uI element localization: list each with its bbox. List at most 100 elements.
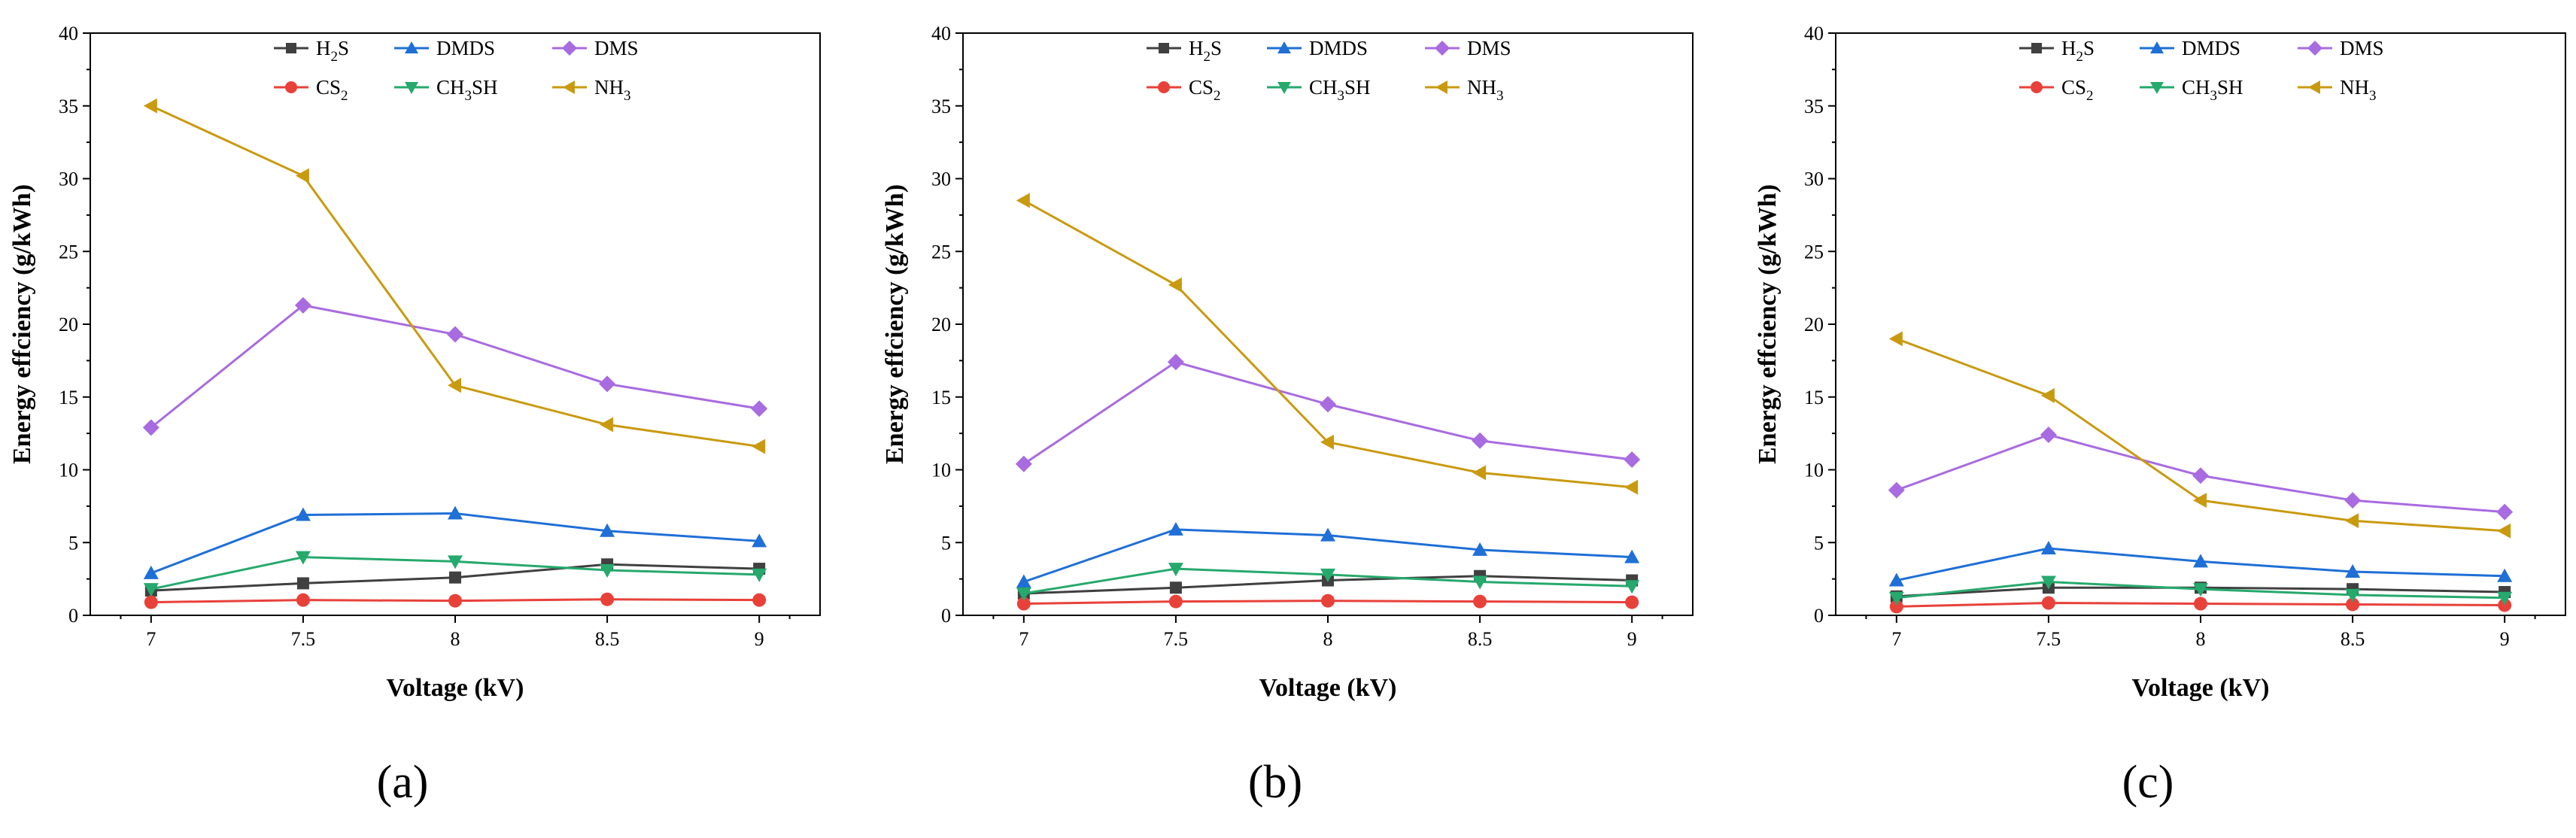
data-point-dmds <box>1624 549 1640 563</box>
x-tick-label: 8.5 <box>1468 628 1493 650</box>
data-point-dms <box>1624 451 1641 468</box>
y-tick-label: 30 <box>931 169 951 190</box>
data-point-dms <box>1320 396 1336 413</box>
legend-marker <box>1277 41 1291 53</box>
data-point-h2s <box>1169 581 1182 594</box>
data-point-dmds <box>448 506 463 520</box>
data-point-dms <box>1015 455 1032 472</box>
y-tick-label: 25 <box>1804 241 1824 263</box>
chart-svg: 0 5 10 15 20 25 30 35 40 7 7.5 8 8.5 9 Voltage (kV) Ene… <box>881 23 1694 808</box>
data-point-cs2 <box>1473 594 1487 609</box>
y-tick-label: 35 <box>1804 96 1824 117</box>
data-point-nh3 <box>1888 331 1903 347</box>
data-point-cs2 <box>1321 594 1335 608</box>
data-point-cs2 <box>1016 597 1031 611</box>
data-point-nh3 <box>2345 513 2359 529</box>
data-point-nh3 <box>1320 434 1334 450</box>
x-tick-label: 9 <box>2500 628 2510 650</box>
data-point-nh3 <box>1016 193 1030 208</box>
legend-label: CS2 <box>2061 76 2094 104</box>
legend-marker <box>405 41 418 53</box>
y-axis-title: Energy effciency (g/kWh) <box>1754 184 1782 464</box>
data-point-cs2 <box>296 593 310 607</box>
data-point-ch3sh <box>1472 575 1488 590</box>
y-tick-label: 5 <box>941 532 951 554</box>
x-tick-label: 8 <box>1323 628 1333 650</box>
legend-label: H2S <box>316 37 349 65</box>
data-point-dms <box>1472 432 1489 449</box>
panel-label: (b) <box>1248 757 1302 808</box>
legend-label: CH3SH <box>2182 76 2243 104</box>
data-point-nh3 <box>2193 493 2207 509</box>
legend-label: CS2 <box>316 76 348 104</box>
legend-marker <box>1435 41 1450 56</box>
data-point-nh3 <box>1472 465 1487 481</box>
legend-marker <box>405 82 418 94</box>
y-tick-label: 40 <box>931 23 951 44</box>
data-point-cs2 <box>2041 596 2055 610</box>
data-point-cs2 <box>2346 597 2360 612</box>
data-point-dmds <box>295 507 311 521</box>
data-point-ch3sh <box>1168 563 1183 577</box>
data-point-nh3 <box>1168 277 1182 293</box>
y-tick-label: 20 <box>931 314 951 336</box>
data-point-ch3sh <box>448 555 463 569</box>
legend-label: DMDS <box>2182 37 2240 59</box>
data-point-dmds <box>2193 554 2208 568</box>
chart-svg: 0 5 10 15 20 25 30 35 40 7 7.5 8 8.5 9 Voltage (kV) Ene… <box>8 23 821 808</box>
legend-label: CS2 <box>1189 76 1221 104</box>
y-tick-label: 35 <box>931 96 951 117</box>
panel-label: (a) <box>377 757 429 808</box>
data-point-ch3sh <box>600 564 615 578</box>
plot-frame <box>90 32 821 616</box>
data-point-ch3sh <box>1624 580 1640 594</box>
legend-label: H2S <box>1189 37 1222 65</box>
x-tick-label: 8 <box>2196 628 2206 650</box>
y-tick-label: 35 <box>59 96 78 117</box>
y-tick-label: 30 <box>1804 169 1824 190</box>
data-point-dmds <box>143 565 159 579</box>
data-point-ch3sh <box>1016 587 1031 601</box>
legend-marker <box>563 80 575 94</box>
data-point-ch3sh <box>1320 568 1335 582</box>
legend-marker <box>1158 81 1170 93</box>
y-tick-label: 5 <box>68 532 78 554</box>
data-point-ch3sh <box>143 583 159 597</box>
data-point-dmds <box>1016 574 1031 588</box>
x-tick-label: 7 <box>1891 628 1901 650</box>
data-point-ch3sh <box>2345 588 2361 603</box>
data-point-cs2 <box>1168 594 1183 609</box>
legend-marker <box>1277 82 1291 94</box>
legend-label: DMS <box>2340 37 2384 59</box>
data-point-h2s <box>449 571 461 584</box>
x-tick-label: 7.5 <box>1164 628 1189 650</box>
y-tick-label: 20 <box>59 314 78 336</box>
chart-panel-b: 0 5 10 15 20 25 30 35 40 7 7.5 8 8.5 9 Voltage (kV) Ene… <box>881 0 1745 838</box>
data-point-dms <box>2344 492 2362 509</box>
x-tick-label: 9 <box>755 628 764 650</box>
legend-label: DMDS <box>436 37 495 59</box>
data-point-ch3sh <box>752 568 767 582</box>
y-tick-label: 25 <box>59 241 78 263</box>
legend-marker <box>562 41 577 56</box>
data-point-ch3sh <box>2040 575 2056 590</box>
data-point-cs2 <box>1889 600 1903 614</box>
y-tick-label: 15 <box>59 387 78 408</box>
y-tick-label: 10 <box>1804 460 1824 481</box>
x-tick-label: 8 <box>451 628 460 650</box>
data-point-nh3 <box>752 439 766 454</box>
data-point-ch3sh <box>2497 591 2513 606</box>
legend-marker <box>1159 43 1169 53</box>
panel-label: (c) <box>2122 757 2174 808</box>
legend-marker <box>285 81 297 93</box>
data-point-nh3 <box>2497 523 2511 539</box>
data-point-nh3 <box>295 168 309 184</box>
x-tick-label: 7.5 <box>291 628 316 650</box>
legend-marker <box>2150 82 2164 94</box>
data-point-ch3sh <box>295 551 311 565</box>
legend-marker <box>2308 80 2320 94</box>
data-point-dms <box>447 326 463 343</box>
y-tick-label: 0 <box>1814 605 1824 627</box>
legend-marker <box>1435 80 1447 94</box>
y-tick-label: 0 <box>941 605 951 627</box>
